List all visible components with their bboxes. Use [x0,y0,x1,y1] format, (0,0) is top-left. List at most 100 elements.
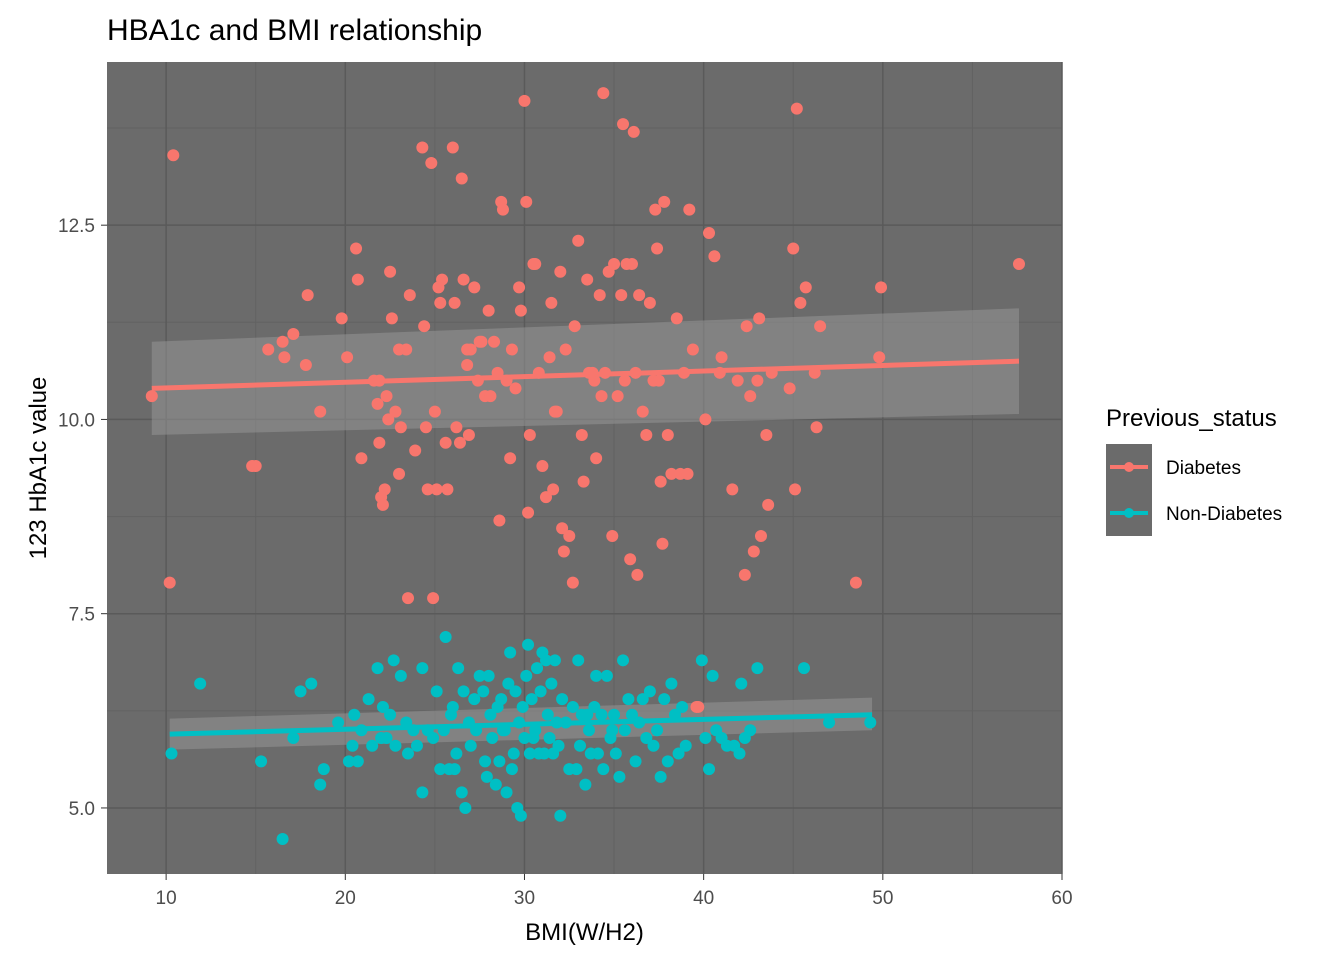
data-point-diabetes [520,195,533,208]
legend-key-point [1124,462,1134,472]
data-point-non-diabetes [194,677,207,690]
data-point-non-diabetes [380,732,393,745]
data-point-diabetes [419,421,432,434]
data-point-diabetes [403,289,416,302]
data-point-diabetes [875,281,888,294]
data-point-non-diabetes [661,755,674,768]
data-point-non-diabetes [450,747,463,760]
data-point-non-diabetes [468,693,481,706]
x-tick-label: 50 [872,888,893,909]
data-point-diabetes [462,428,475,441]
data-point-diabetes [301,289,314,302]
data-point-diabetes [627,125,640,138]
data-point-diabetes [762,498,775,511]
data-point-diabetes [738,568,751,581]
data-point-diabetes [636,405,649,418]
data-point-diabetes [446,141,459,154]
data-point-non-diabetes [509,685,522,698]
data-point-diabetes [740,320,753,333]
data-point-non-diabetes [165,747,178,760]
data-point-diabetes [554,265,567,278]
y-tick-label: 5.0 [69,799,95,820]
data-point-diabetes [167,149,180,162]
data-point-non-diabetes [733,747,746,760]
data-point-non-diabetes [797,662,810,675]
data-point-diabetes [686,343,699,356]
data-point-non-diabetes [703,763,716,776]
x-tick-label: 60 [1051,888,1072,909]
data-point-non-diabetes [597,763,610,776]
data-point-diabetes [608,258,621,271]
data-point-diabetes [430,483,443,496]
data-point-non-diabetes [525,693,538,706]
data-point-non-diabetes [651,724,664,737]
data-point-diabetes [376,498,389,511]
data-point-diabetes [658,195,671,208]
data-point-non-diabetes [376,700,389,713]
data-point-diabetes [389,405,402,418]
data-point-non-diabetes [640,732,653,745]
data-point-diabetes [849,576,862,589]
data-point-non-diabetes [522,638,535,651]
data-point-diabetes [633,289,646,302]
data-point-non-diabetes [294,685,307,698]
data-point-non-diabetes [455,786,468,799]
data-point-non-diabetes [486,732,499,745]
data-point-diabetes [518,94,531,107]
data-point-non-diabetes [504,646,517,659]
data-point-diabetes [450,421,463,434]
data-point-non-diabetes [489,778,502,791]
data-point-non-diabetes [609,747,622,760]
data-point-diabetes [276,335,289,348]
data-point-non-diabetes [446,700,459,713]
data-point-non-diabetes [538,747,551,760]
data-point-non-diabetes [543,732,556,745]
data-point-diabetes [402,592,415,605]
data-point-diabetes [790,102,803,115]
data-point-non-diabetes [514,809,527,822]
data-point-diabetes [588,374,601,387]
y-tick-label: 7.5 [69,605,95,626]
data-point-non-diabetes [582,724,595,737]
data-point-diabetes [799,281,812,294]
data-point-diabetes [384,265,397,278]
data-point-non-diabetes [389,739,402,752]
data-point-non-diabetes [548,654,561,667]
data-point-diabetes [351,273,364,286]
data-point-diabetes [794,296,807,309]
data-point-non-diabetes [695,654,708,667]
data-point-non-diabetes [523,747,536,760]
data-point-non-diabetes [317,763,330,776]
data-point-diabetes [335,312,348,325]
legend-title: Previous_status [1106,405,1277,432]
data-point-diabetes [690,700,703,713]
x-axis-label: BMI(W/H2) [525,919,644,946]
data-point-diabetes [581,273,594,286]
data-point-non-diabetes [665,677,678,690]
legend-items: Diabetes Non-Diabetes [1106,444,1282,536]
data-point-diabetes [597,87,610,100]
data-point-diabetes [536,460,549,473]
data-point-diabetes [509,382,522,395]
data-point-diabetes [455,172,468,185]
data-point-diabetes [747,545,760,558]
data-point-diabetes [556,522,569,535]
data-point-non-diabetes [507,747,520,760]
data-point-diabetes [681,467,694,480]
data-point-diabetes [539,491,552,504]
data-point-diabetes [545,296,558,309]
data-point-diabetes [715,351,728,364]
data-point-diabetes [448,296,461,309]
fit-line-0 [151,358,1020,391]
data-point-non-diabetes [658,693,671,706]
data-point-diabetes [606,529,619,542]
data-point-non-diabetes [427,732,440,745]
data-point-non-diabetes [531,662,544,675]
data-point-non-diabetes [439,631,452,644]
data-point-diabetes [810,421,823,434]
data-point-non-diabetes [332,716,345,729]
data-point-non-diabetes [676,700,689,713]
data-point-non-diabetes [276,833,289,846]
